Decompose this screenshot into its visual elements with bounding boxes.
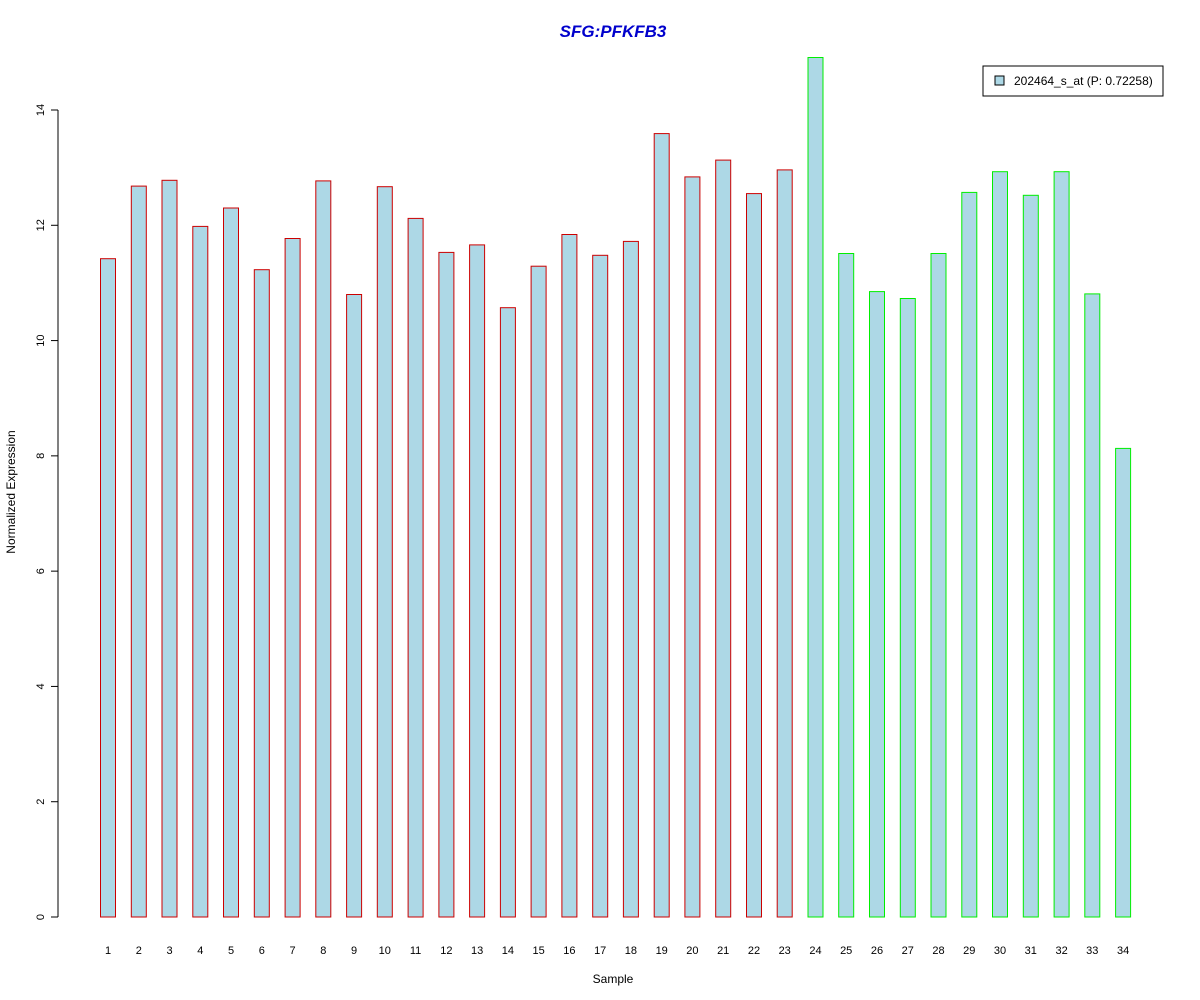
- y-axis-label: Normalized Expression: [4, 430, 18, 553]
- x-tick-label: 24: [809, 945, 821, 957]
- bar-6: [253, 269, 270, 918]
- x-tick-label: 28: [932, 945, 944, 957]
- x-tick-label: 5: [228, 945, 234, 957]
- bar-25: [838, 253, 855, 918]
- bar-2: [130, 185, 147, 918]
- x-tick-label: 9: [351, 945, 357, 957]
- y-tick-label: 8: [35, 453, 47, 459]
- bar-18: [622, 240, 639, 918]
- x-tick-label: 4: [197, 945, 203, 957]
- x-tick-labels: 1 2 3 4 5 6 7 8 9 10 11 12 13 14 15 16 17 18 19 20 21 22 23 24 2…: [105, 945, 1129, 957]
- y-tick-label: 2: [35, 799, 47, 805]
- x-tick-label: 32: [1055, 945, 1067, 957]
- x-tick-label: 22: [748, 945, 760, 957]
- legend: 202464_s_at (P: 0.72258): [982, 65, 1164, 97]
- legend-box: [982, 65, 1164, 97]
- x-tick-label: 14: [502, 945, 514, 957]
- bar-20: [684, 176, 701, 918]
- bar-13: [469, 244, 486, 918]
- y-tick-label: 10: [35, 334, 47, 346]
- x-tick-label: 27: [902, 945, 914, 957]
- bar-10: [376, 186, 393, 918]
- bar-1: [100, 258, 116, 918]
- x-tick-label: 21: [717, 945, 729, 957]
- bar-30: [992, 171, 1008, 918]
- bar-9: [346, 294, 363, 918]
- x-tick-label: 18: [625, 945, 637, 957]
- bar-32: [1053, 171, 1070, 918]
- bar-19: [653, 133, 670, 918]
- legend-entry: 202464_s_at (P: 0.72258): [1014, 74, 1153, 88]
- bar-4: [192, 225, 209, 918]
- x-tick-label: 17: [594, 945, 606, 957]
- bar-3: [161, 179, 178, 918]
- x-tick-label: 31: [1025, 945, 1037, 957]
- bar-8: [315, 180, 332, 918]
- x-tick-label: 30: [994, 945, 1006, 957]
- x-axis-label: Sample: [593, 972, 634, 986]
- y-tick-label: 12: [35, 219, 47, 231]
- bar-12: [438, 251, 455, 918]
- x-tick-label: 11: [410, 945, 421, 957]
- y-axis: 0 2 4 6 8 10 12 14: [35, 104, 59, 920]
- bar-11: [407, 217, 424, 918]
- x-tick-label: 26: [871, 945, 883, 957]
- x-tick-label: 1: [105, 945, 111, 957]
- bar-17: [592, 254, 609, 918]
- x-tick-label: 15: [532, 945, 544, 957]
- chart-title: SFG:PFKFB3: [560, 22, 667, 41]
- bar-24: [807, 57, 824, 918]
- y-tick-label: 6: [35, 568, 47, 574]
- bar-27: [899, 298, 916, 918]
- x-tick-label: 3: [166, 945, 172, 957]
- bar-34: [1115, 447, 1132, 918]
- bar-23: [776, 169, 793, 918]
- bar-16: [561, 234, 578, 918]
- y-tick-label: 4: [35, 683, 47, 689]
- x-tick-label: 12: [440, 945, 452, 957]
- bar-21: [715, 159, 732, 918]
- y-tick-label: 0: [35, 914, 47, 920]
- x-tick-label: 19: [656, 945, 668, 957]
- x-tick-label: 34: [1117, 945, 1129, 957]
- x-tick-label: 8: [320, 945, 326, 957]
- bar-31: [1022, 194, 1039, 918]
- y-tick-label: 14: [35, 104, 47, 116]
- x-tick-label: 2: [136, 945, 142, 957]
- x-tick-label: 16: [563, 945, 575, 957]
- x-tick-label: 23: [779, 945, 791, 957]
- bar-7: [284, 238, 301, 918]
- bar-33: [1084, 293, 1101, 918]
- x-tick-label: 20: [686, 945, 698, 957]
- bar-22: [746, 193, 762, 918]
- bars: [100, 57, 1132, 918]
- x-tick-label: 6: [259, 945, 265, 957]
- x-tick-label: 25: [840, 945, 852, 957]
- bar-5: [223, 207, 239, 918]
- bar-29: [961, 191, 978, 918]
- x-tick-label: 33: [1086, 945, 1098, 957]
- bar-14: [499, 307, 516, 918]
- bar-26: [869, 291, 885, 918]
- x-tick-label: 29: [963, 945, 975, 957]
- legend-swatch: [994, 75, 1005, 86]
- x-tick-label: 13: [471, 945, 483, 957]
- bar-15: [530, 265, 547, 918]
- x-tick-label: 7: [290, 945, 296, 957]
- x-tick-label: 10: [379, 945, 391, 957]
- bar-28: [930, 253, 947, 918]
